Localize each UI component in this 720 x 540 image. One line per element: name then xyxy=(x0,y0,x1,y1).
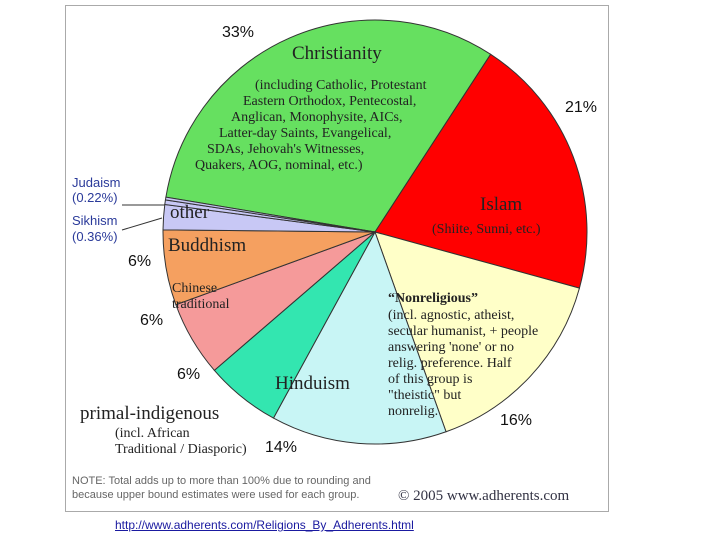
source-link[interactable]: http://www.adherents.com/Religions_By_Ad… xyxy=(115,518,414,532)
category-label: Chinese traditional xyxy=(172,281,230,312)
pie-slice xyxy=(374,53,588,289)
pie-slice xyxy=(164,196,376,233)
value-label: (0.36%) xyxy=(72,229,118,244)
description-line: (Shiite, Sunni, etc.) xyxy=(432,222,541,237)
category-label: Hinduism xyxy=(275,373,350,394)
copyright: © 2005 www.adherents.com xyxy=(398,488,570,504)
description-line: nonrelig. xyxy=(388,404,439,419)
category-label: Buddhism xyxy=(168,235,247,256)
value-label: 16% xyxy=(500,412,533,429)
category-label: Christianity xyxy=(292,43,382,64)
category-label: “Nonreligious” xyxy=(388,291,478,306)
description-line: of this group is xyxy=(388,372,473,387)
value-label: (0.22%) xyxy=(72,190,118,205)
description-line: secular humanist, + people xyxy=(388,324,539,339)
note: NOTE: Total adds up to more than 100% du… xyxy=(72,475,371,501)
description-line: Eastern Orthodox, Pentecostal, xyxy=(243,94,417,109)
category-label: Judaism xyxy=(72,175,121,190)
description-line: "theistic" but xyxy=(388,388,462,403)
value-label: 14% xyxy=(265,439,298,456)
description-line: (including Catholic, Protestant xyxy=(255,78,427,93)
leader-line xyxy=(121,217,163,231)
description-line: SDAs, Jehovah's Witnesses, xyxy=(207,142,365,157)
value-label: 6% xyxy=(128,253,152,270)
value-label: 21% xyxy=(565,99,598,116)
description-line: Anglican, Monophysite, AICs, xyxy=(231,110,403,125)
description-line: Traditional / Diasporic) xyxy=(115,442,247,457)
value-label: 6% xyxy=(177,366,201,383)
description-line: Latter-day Saints, Evangelical, xyxy=(219,126,392,141)
value-label: 6% xyxy=(140,312,164,329)
pie-slice xyxy=(272,230,447,445)
category-label: Islam xyxy=(480,194,523,215)
value-label: 33% xyxy=(222,24,255,41)
category-label: Sikhism xyxy=(72,213,118,228)
category-label: other xyxy=(170,202,210,223)
description-line: relig. preference. Half xyxy=(388,356,512,371)
description-line: answering 'none' or no xyxy=(388,340,514,355)
description-line: (incl. agnostic, atheist, xyxy=(388,308,515,323)
description-line: Quakers, AOG, nominal, etc.) xyxy=(195,158,363,173)
category-label: primal-indigenous xyxy=(80,403,220,424)
description-line: (incl. African xyxy=(115,426,190,441)
pie-slice xyxy=(374,231,581,433)
